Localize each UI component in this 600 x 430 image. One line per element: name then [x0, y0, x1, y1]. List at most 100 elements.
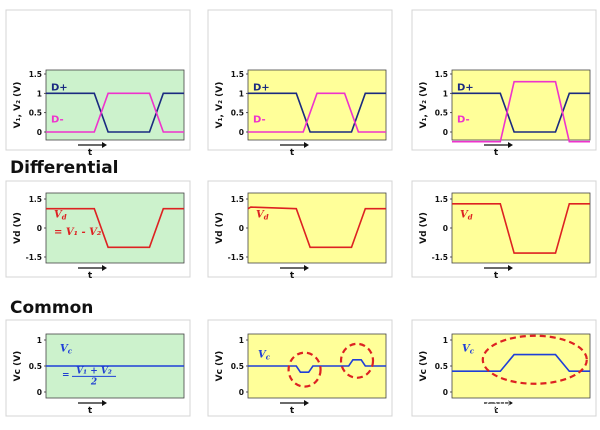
y-tick-label: 0.5 — [29, 362, 42, 371]
y-tick-label: 0 — [443, 224, 448, 233]
label-vd-subscript: d — [468, 212, 473, 221]
time-arrowhead — [508, 400, 513, 406]
time-axis-label: t — [290, 148, 295, 158]
label-vc: Vc — [60, 343, 73, 355]
time-axis-label: t — [494, 148, 499, 158]
formula-vd: = V₁ - V₂ — [54, 227, 102, 238]
y-tick-label: 0 — [443, 388, 448, 397]
series-line-dplus — [248, 92, 386, 133]
highlight-ellipse — [339, 342, 375, 379]
legend-d-minus: D- — [253, 114, 266, 125]
time-arrowhead — [508, 142, 513, 148]
y-tick-label: 0.5 — [435, 362, 448, 371]
legend-d-plus: D+ — [51, 83, 68, 94]
formula-denominator: 2 — [90, 378, 97, 388]
panel-r1-c1: 1.5 1 0.5 0 V₁, V₂ (V) t D+ D- — [207, 9, 393, 158]
y-tick-label: 1 — [37, 336, 42, 345]
time-arrowhead — [304, 265, 309, 271]
y-axis-label: Vc (V) — [419, 351, 429, 382]
legend-d-minus: D- — [457, 114, 470, 125]
y-tick-label: 0 — [239, 128, 244, 137]
panel-r3-c0: 1 0.5 0 Vc (V) t Vc = V₁ + V₂ 2 — [5, 319, 191, 417]
series-line-vd — [46, 207, 184, 249]
y-axis-label: V₁, V₂ (V) — [215, 82, 225, 129]
y-tick-label: 1 — [443, 89, 448, 98]
label-vd: Vd — [256, 209, 269, 221]
y-axis-label: Vc (V) — [215, 351, 225, 382]
series-line-dplus — [46, 92, 184, 133]
time-arrowhead — [508, 265, 513, 271]
y-tick-label: 1.5 — [29, 70, 42, 79]
y-axis-label: Vd (V) — [13, 212, 23, 244]
watermark: 知乎 @电磁学社 — [455, 398, 550, 414]
series-line-vc — [248, 359, 386, 373]
label-vc: Vc — [258, 350, 271, 362]
plot-panels: 1.5 1 0.5 0 V₁, V₂ (V) t D+ D- 1.5 1 0.5 0 V₁, V₂ (V… — [5, 9, 597, 417]
section-label-differential: Differential — [10, 158, 119, 178]
y-tick-label: -1.5 — [432, 253, 448, 262]
y-axis-label: V₁, V₂ (V) — [13, 82, 23, 129]
plot-area — [451, 192, 591, 264]
time-arrowhead — [102, 265, 107, 271]
legend-d-plus: D+ — [457, 83, 474, 94]
y-tick-label: 0.5 — [29, 109, 42, 118]
series-line-vc — [452, 353, 590, 372]
panel-r3-c2: 1 0.5 0 Vc (V) t Vc — [411, 319, 597, 417]
panel-r2-c1: 1.5 0 -1.5Vd (V) t Vd — [207, 180, 393, 281]
y-tick-label: 0.5 — [231, 109, 244, 118]
highlight-ellipse — [287, 351, 322, 388]
legend-d-plus: D+ — [253, 83, 270, 94]
y-tick-label: 1.5 — [29, 195, 42, 204]
y-tick-label: 0.5 — [435, 109, 448, 118]
plot-area — [247, 69, 387, 141]
y-tick-label: 0 — [37, 388, 42, 397]
series-line-dminus — [248, 92, 386, 133]
y-tick-label: 1 — [239, 336, 244, 345]
time-arrowhead — [304, 142, 309, 148]
y-tick-label: 0 — [239, 224, 244, 233]
plot-area — [247, 192, 387, 264]
series-line-vd — [247, 206, 386, 249]
y-tick-label: 0 — [37, 128, 42, 137]
panel-r1-c0: 1.5 1 0.5 0 V₁, V₂ (V) t D+ D- — [5, 9, 191, 158]
y-tick-label: 1.5 — [435, 70, 448, 79]
y-axis-label: V₁, V₂ (V) — [419, 82, 429, 129]
series-line-dminus — [452, 80, 590, 143]
series-line-dplus — [452, 92, 590, 133]
plot-area — [45, 69, 185, 141]
formula-numerator: V₁ + V₂ — [76, 366, 112, 376]
y-tick-label: 0 — [443, 128, 448, 137]
y-axis-label: Vd (V) — [215, 212, 225, 244]
legend-d-minus: D- — [51, 114, 64, 125]
time-axis-label: t — [290, 271, 295, 281]
panel-r1-c2: 1.5 1 0.5 0 V₁, V₂ (V) t D+ D- — [411, 9, 597, 158]
panel-r2-c2: 1.5 0 -1.5Vd (V) t Vd — [411, 180, 597, 281]
panel-r2-c0: 1.5 0 -1.5Vd (V) t Vd = V₁ - V₂ — [5, 180, 191, 281]
series-line-dminus — [46, 92, 184, 133]
section-label-common: Common — [10, 298, 93, 318]
label-vc-subscript: c — [68, 346, 73, 355]
y-axis-label: Vd (V) — [419, 212, 429, 244]
highlight-ellipse — [481, 334, 588, 385]
time-axis-label: t — [88, 406, 93, 416]
plot-area — [451, 69, 591, 141]
y-tick-label: 1.5 — [435, 195, 448, 204]
label-vc-subscript: c — [470, 346, 475, 355]
time-axis-label: t — [494, 271, 499, 281]
time-axis-label: t — [290, 406, 295, 416]
y-tick-label: 0 — [37, 224, 42, 233]
y-axis-label: Vc (V) — [13, 351, 23, 382]
time-axis-label: t — [88, 148, 93, 158]
time-arrowhead — [102, 400, 107, 406]
label-vc-subscript: c — [266, 353, 271, 362]
label-vd-subscript: d — [264, 212, 269, 221]
y-tick-label: 1 — [239, 89, 244, 98]
label-vc: Vc — [462, 343, 475, 355]
y-tick-label: -1.5 — [26, 253, 42, 262]
y-tick-label: 0.5 — [231, 362, 244, 371]
formula-equals: = — [62, 370, 70, 380]
plot-area — [451, 333, 591, 399]
y-tick-label: -1.5 — [228, 253, 244, 262]
panel-r3-c1: 1 0.5 0 Vc (V) t Vc — [207, 319, 393, 417]
time-arrowhead — [304, 400, 309, 406]
